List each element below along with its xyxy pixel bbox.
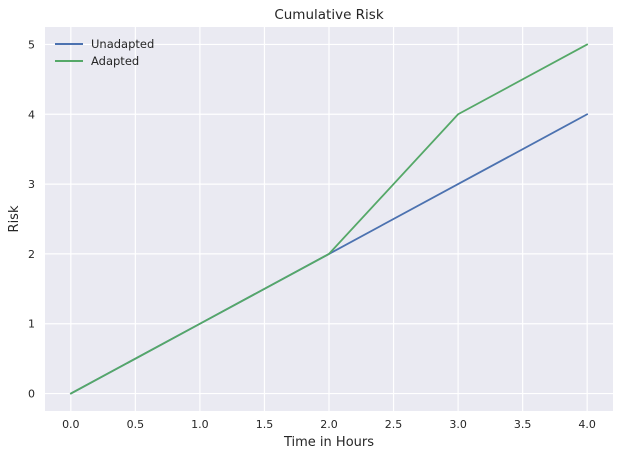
x-tick-label: 1.5 bbox=[256, 418, 274, 431]
x-axis-ticks: 0.0 0.5 1.0 1.5 2.0 2.5 3.0 3.5 4.0 bbox=[62, 418, 596, 431]
legend: Unadapted Adapted bbox=[55, 37, 154, 68]
x-tick-label: 2.0 bbox=[320, 418, 338, 431]
x-tick-label: 2.5 bbox=[385, 418, 403, 431]
legend-label-adapted: Adapted bbox=[91, 54, 139, 68]
y-tick-label: 1 bbox=[28, 318, 35, 331]
x-tick-label: 3.5 bbox=[514, 418, 532, 431]
x-tick-label: 1.0 bbox=[191, 418, 209, 431]
y-tick-label: 4 bbox=[28, 108, 35, 121]
legend-label-unadapted: Unadapted bbox=[91, 37, 154, 51]
y-axis-ticks: 0 1 2 3 4 5 bbox=[28, 38, 35, 400]
y-tick-label: 5 bbox=[28, 38, 35, 51]
y-tick-label: 3 bbox=[28, 178, 35, 191]
x-tick-label: 0.0 bbox=[62, 418, 80, 431]
series-lines bbox=[69, 43, 589, 395]
x-tick-label: 0.5 bbox=[127, 418, 145, 431]
x-tick-label: 3.0 bbox=[449, 418, 467, 431]
series-line-adapted bbox=[69, 43, 589, 395]
x-axis-title: Time in Hours bbox=[283, 435, 374, 450]
chart-title: Cumulative Risk bbox=[274, 7, 384, 23]
y-tick-label: 0 bbox=[28, 388, 35, 401]
y-axis-title: Risk bbox=[7, 205, 22, 232]
y-tick-label: 2 bbox=[28, 248, 35, 261]
x-tick-label: 4.0 bbox=[578, 418, 596, 431]
grid-lines bbox=[45, 27, 613, 411]
